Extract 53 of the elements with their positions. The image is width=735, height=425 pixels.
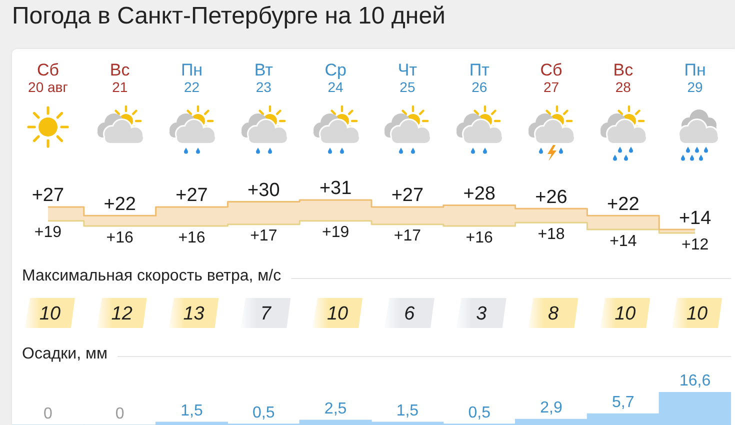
data-label: +16 xyxy=(106,229,134,246)
data-label: +12 xyxy=(681,236,709,254)
x-tick-label: Вс 21 xyxy=(110,60,130,95)
data-label: 7 xyxy=(260,303,272,324)
data-label: 13 xyxy=(183,303,205,324)
data-label: +22 xyxy=(607,194,640,215)
chart-title: Осадки, мм xyxy=(22,345,108,362)
data-label: 16,6 xyxy=(679,372,711,390)
data-label: +17 xyxy=(394,228,422,245)
data-label: +14 xyxy=(678,208,712,229)
data-label: +19 xyxy=(322,224,350,242)
x-tick-label: Пн 29 xyxy=(684,60,706,95)
x-tick-label: Сб 27 xyxy=(540,60,563,95)
data-label: 10 xyxy=(686,303,708,324)
data-label: 2,5 xyxy=(324,400,347,418)
chart-title: Погода в Санкт-Петербурге на 10 дней xyxy=(12,2,446,30)
data-label: 12 xyxy=(111,303,133,324)
data-label: 10 xyxy=(614,303,636,324)
data-label: +30 xyxy=(248,180,280,201)
data-label: 1,5 xyxy=(180,402,203,420)
data-label: 8 xyxy=(548,303,559,324)
data-label: +27 xyxy=(176,185,208,206)
data-label: 0,5 xyxy=(468,404,491,422)
data-label: +27 xyxy=(32,185,64,206)
x-tick-label: Пт 26 xyxy=(469,60,490,95)
data-label: 3 xyxy=(476,303,488,324)
data-label: 0,5 xyxy=(252,404,275,422)
x-tick-label: Вт 23 xyxy=(254,60,274,95)
data-label: +16 xyxy=(466,229,494,246)
x-tick-label: Сб 20 авг xyxy=(28,60,68,95)
data-label: +31 xyxy=(319,178,352,200)
data-label: +14 xyxy=(610,232,637,250)
data-label: +22 xyxy=(104,194,136,215)
data-label: 1,5 xyxy=(396,402,419,420)
data-label: +27 xyxy=(391,185,424,206)
x-tick-label: Пн 22 xyxy=(180,60,203,95)
data-label: 10 xyxy=(39,303,61,324)
data-label: +17 xyxy=(250,228,278,245)
x-tick-label: Ср 24 xyxy=(324,60,346,95)
data-label: 5,7 xyxy=(612,394,634,412)
data-label: 0 xyxy=(43,405,52,422)
data-label: 6 xyxy=(404,303,416,324)
x-tick-label: Чт 25 xyxy=(398,60,418,95)
data-label: +18 xyxy=(538,226,565,243)
data-label: 10 xyxy=(326,303,349,324)
data-label: 2,9 xyxy=(540,400,562,417)
data-label: +16 xyxy=(178,229,206,246)
x-tick-label: Вс 28 xyxy=(613,60,634,95)
data-label: +26 xyxy=(535,186,568,208)
text: Максимальная скорость ветра, м/с xyxy=(22,267,282,284)
data-label: 0 xyxy=(115,405,124,422)
data-label: +28 xyxy=(463,183,496,204)
data-label: +19 xyxy=(34,224,62,242)
